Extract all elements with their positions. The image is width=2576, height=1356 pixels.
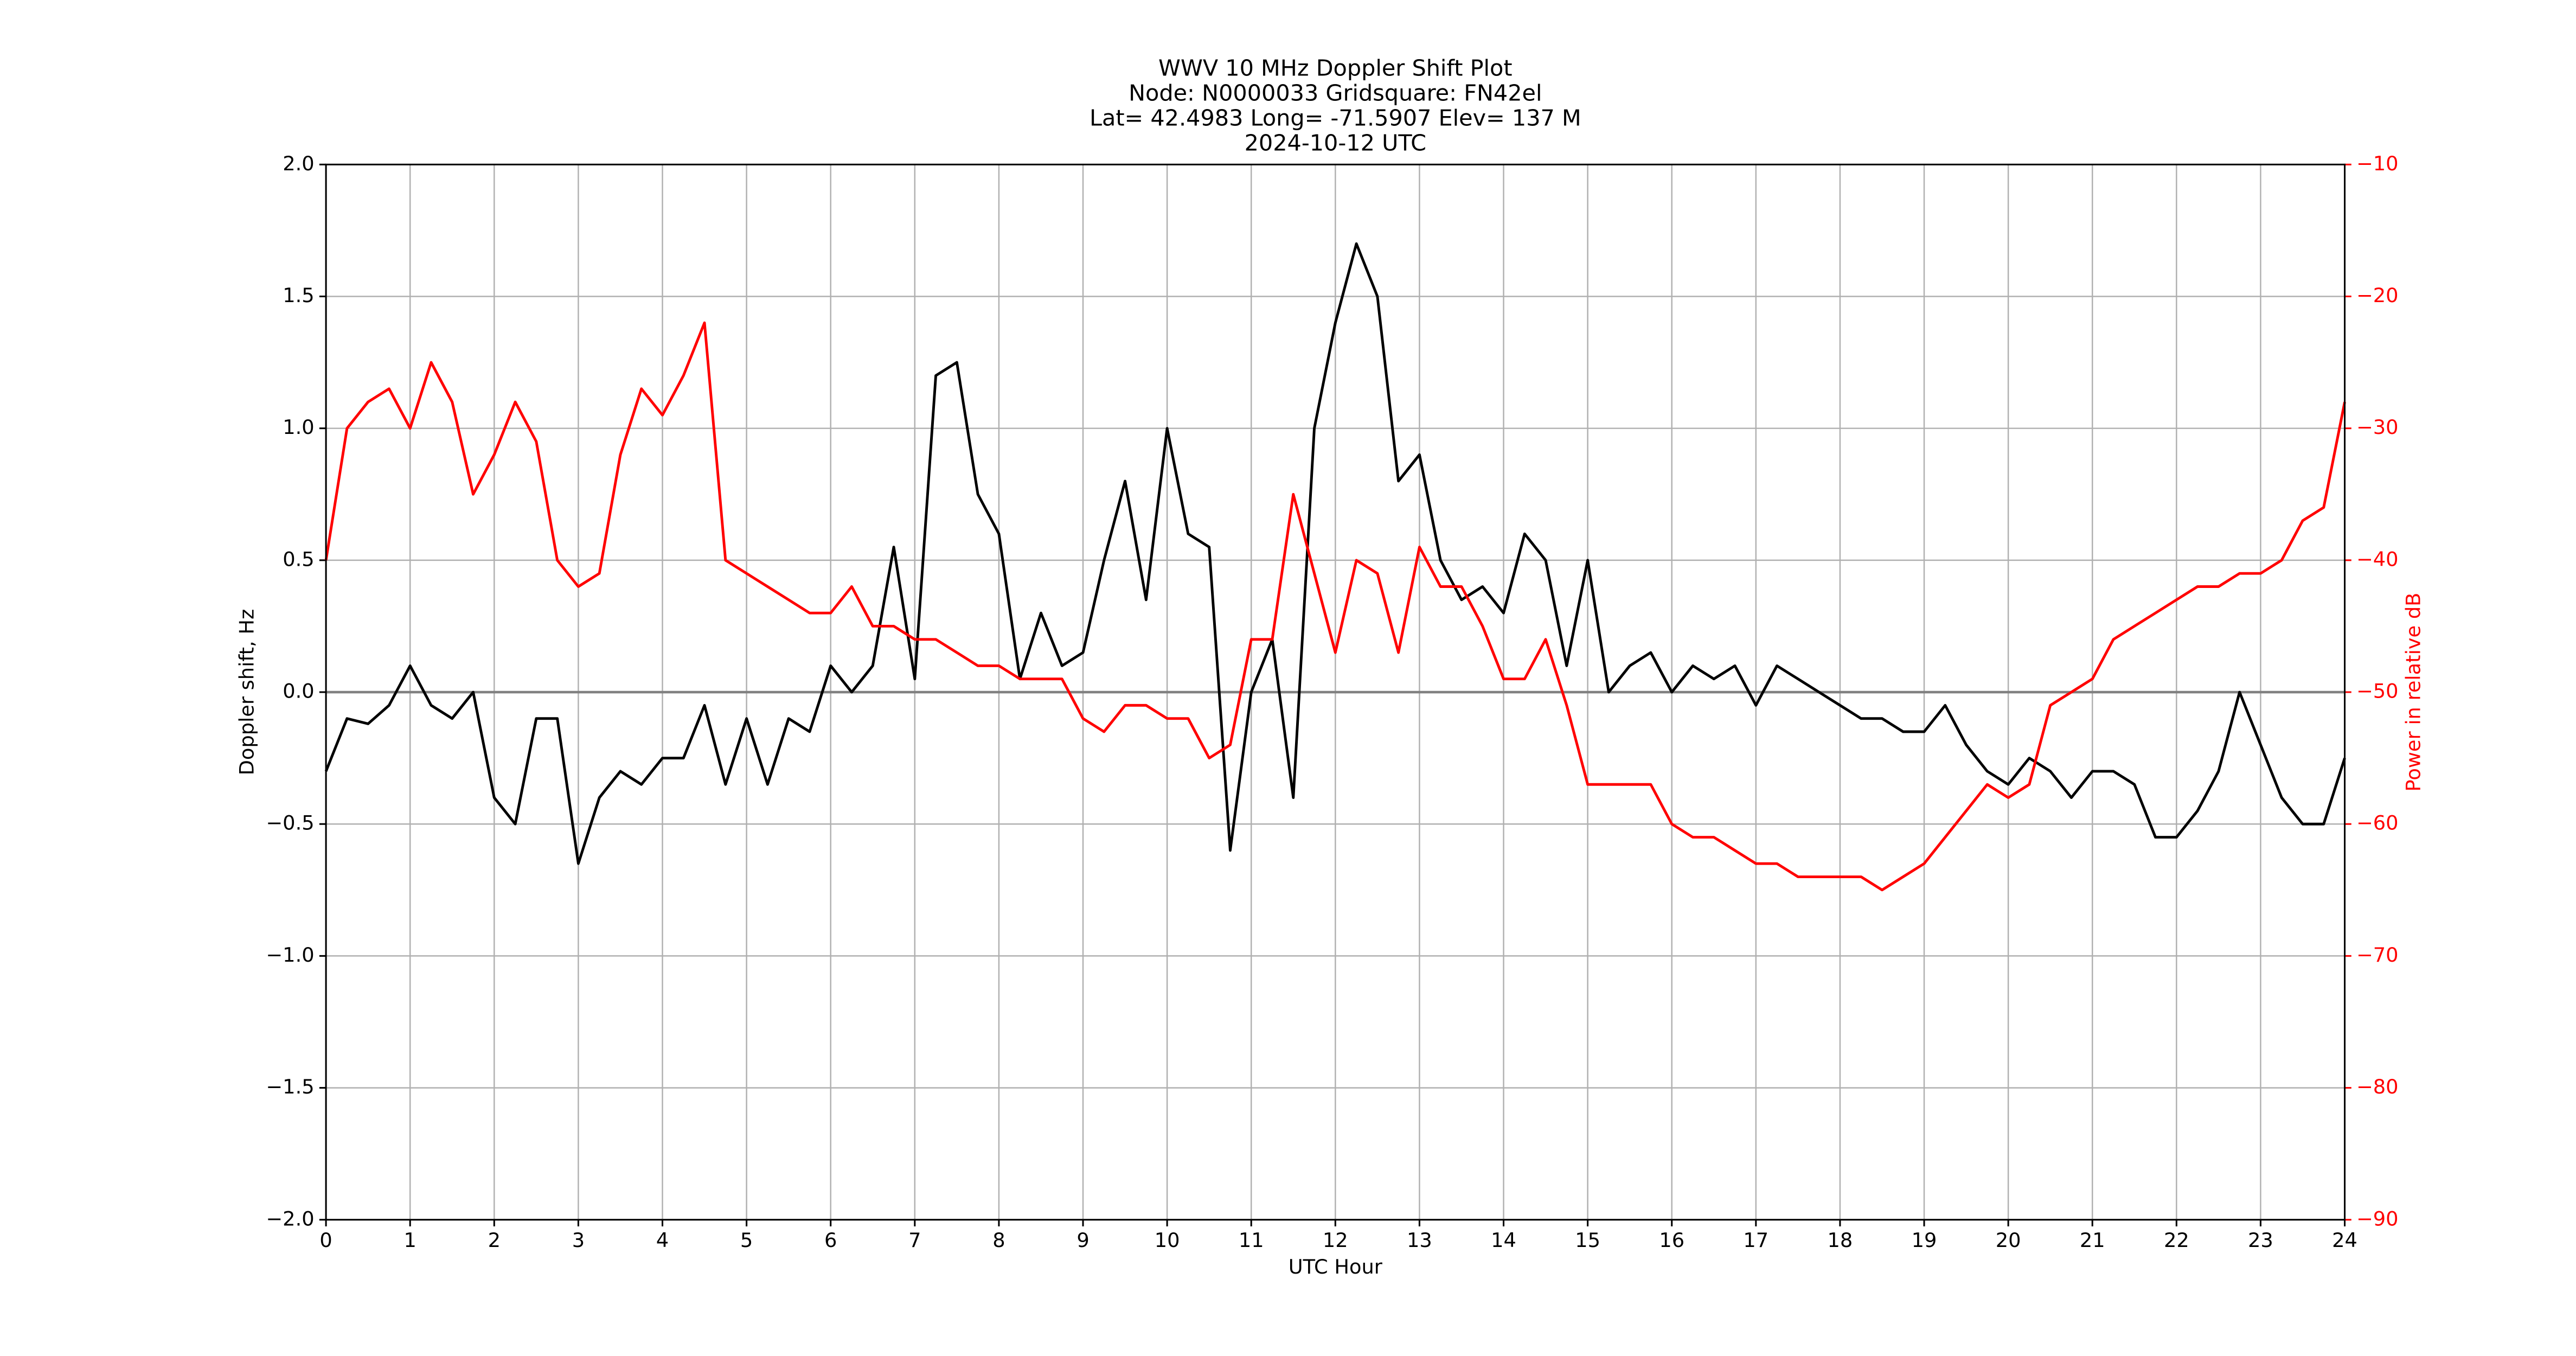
y-tick-label: −1.5 xyxy=(266,1075,314,1098)
plot-frame xyxy=(325,163,2346,1221)
x-tick-label: 8 xyxy=(992,1229,1005,1252)
y-axis-label: Doppler shift, Hz xyxy=(235,609,259,776)
y2-axis-label: Power in relative dB xyxy=(2402,593,2425,792)
y-tick-label: 2.0 xyxy=(283,152,314,175)
y-tick-label: 1.0 xyxy=(283,415,314,439)
y-tick-label: −2.0 xyxy=(266,1207,314,1230)
x-tick-label: 23 xyxy=(2248,1229,2273,1252)
x-tick-label: 9 xyxy=(1076,1229,1089,1252)
x-tick-label: 21 xyxy=(2080,1229,2105,1252)
x-tick-label: 22 xyxy=(2164,1229,2189,1252)
y2-tick-label: −30 xyxy=(2356,415,2399,439)
y-tick-label: 0.0 xyxy=(283,680,314,703)
x-tick-label: 20 xyxy=(1996,1229,2021,1252)
x-tick-label: 3 xyxy=(572,1229,585,1252)
x-tick-label: 10 xyxy=(1155,1229,1180,1252)
y-tick-label: 0.5 xyxy=(283,547,314,571)
chart-title: 2024-10-12 UTC xyxy=(1245,130,1427,156)
x-tick-label: 18 xyxy=(1828,1229,1853,1252)
y2-tick-label: −60 xyxy=(2356,811,2399,835)
x-tick-label: 24 xyxy=(2332,1229,2357,1252)
x-tick-label: 16 xyxy=(1659,1229,1684,1252)
x-tick-label: 17 xyxy=(1743,1229,1768,1252)
x-tick-label: 13 xyxy=(1407,1229,1432,1252)
x-axis-label: UTC Hour xyxy=(1289,1255,1383,1278)
y2-tick-label: −80 xyxy=(2356,1075,2399,1098)
chart-title: WWV 10 MHz Doppler Shift Plot xyxy=(1158,55,1513,81)
series-line xyxy=(324,242,2346,865)
x-tick-label: 11 xyxy=(1239,1229,1264,1252)
chart-title: Lat= 42.4983 Long= -71.5907 Elev= 137 M xyxy=(1090,105,1581,131)
y2-tick-label: −20 xyxy=(2356,284,2399,307)
x-tick-label: 19 xyxy=(1912,1229,1937,1252)
x-tick-label: 12 xyxy=(1323,1229,1348,1252)
x-tick-label: 14 xyxy=(1491,1229,1516,1252)
x-tick-label: 2 xyxy=(488,1229,501,1252)
chart-title: Node: N0000033 Gridsquare: FN42el xyxy=(1129,80,1542,106)
y2-tick-label: −10 xyxy=(2356,152,2399,175)
x-tick-label: 1 xyxy=(404,1229,416,1252)
x-tick-label: 5 xyxy=(740,1229,753,1252)
y2-tick-label: −70 xyxy=(2356,943,2399,967)
y2-tick-label: −40 xyxy=(2356,547,2399,571)
x-tick-label: 7 xyxy=(908,1229,921,1252)
x-tick-label: 4 xyxy=(656,1229,669,1252)
series-line xyxy=(324,321,2346,892)
y2-tick-label: −90 xyxy=(2356,1207,2399,1230)
y-tick-label: −1.0 xyxy=(266,943,314,967)
x-tick-label: 15 xyxy=(1575,1229,1600,1252)
x-tick-label: 6 xyxy=(824,1229,837,1252)
y2-tick-label: −50 xyxy=(2356,680,2399,703)
x-tick-label: 0 xyxy=(319,1229,332,1252)
y-tick-label: −0.5 xyxy=(266,811,314,835)
y-tick-label: 1.5 xyxy=(283,284,314,307)
